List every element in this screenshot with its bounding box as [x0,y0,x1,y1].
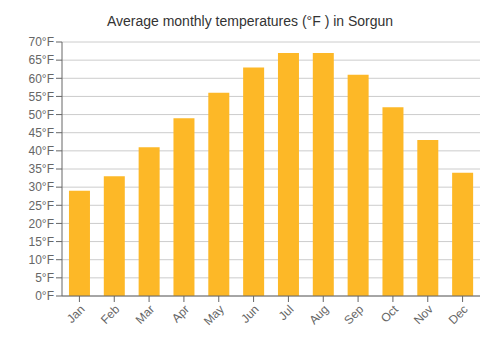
html-text:Average monthly temperatures (: Average monthly temperatures (°F ) in So… [106,13,394,29]
svg-text:30°F: 30°F [29,180,54,194]
svg-text:45°F: 45°F [29,126,54,140]
svg-text:May: May [201,302,227,328]
svg-text:Feb: Feb [98,302,123,327]
svg-text:Sep: Sep [341,302,366,327]
svg-text:Jul: Jul [276,302,297,323]
svg-text:65°F: 65°F [29,53,54,67]
svg-text:5°F: 5°F [35,271,54,285]
svg-text:20°F: 20°F [29,217,54,231]
svg-text:40°F: 40°F [29,144,54,158]
svg-text:Mar: Mar [133,302,158,327]
svg-text:25°F: 25°F [29,199,54,213]
svg-text:35°F: 35°F [29,162,54,176]
svg-text:55°F: 55°F [29,90,54,104]
svg-text:70°F: 70°F [29,35,54,49]
svg-text:50°F: 50°F [29,108,54,122]
svg-text:Aug: Aug [306,302,331,327]
svg-text:Jan: Jan [64,302,88,326]
svg-text:60°F: 60°F [29,72,54,86]
svg-text:Oct: Oct [378,302,402,326]
svg-text:Nov: Nov [411,302,436,327]
svg-text:10°F: 10°F [29,253,54,267]
svg-text:Dec: Dec [446,302,471,327]
svg-text:0°F: 0°F [35,289,54,303]
svg-text:Jun: Jun [238,302,262,326]
svg-text:15°F: 15°F [29,235,54,249]
svg-text:Apr: Apr [169,302,192,325]
